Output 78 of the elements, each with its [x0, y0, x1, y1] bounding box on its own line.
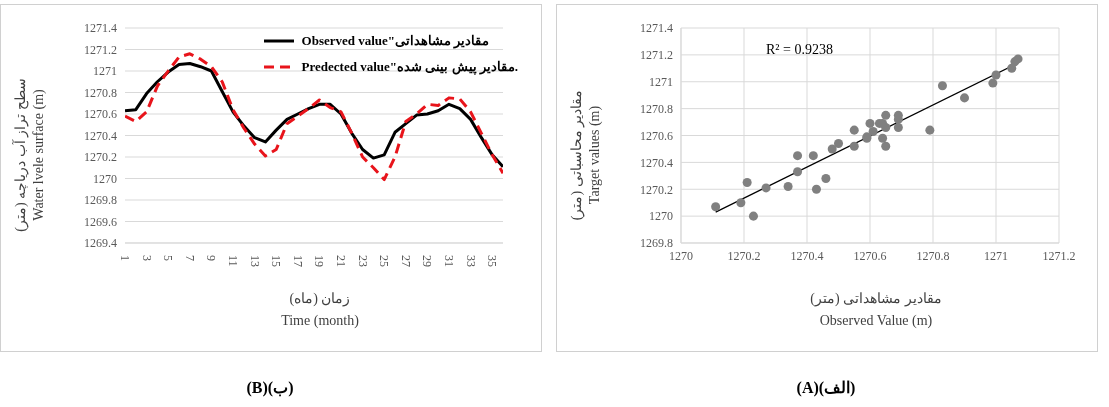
point [881, 141, 891, 151]
x-tick-label: 3 [139, 255, 154, 261]
y-tick-label: 1270 [649, 209, 673, 224]
point [783, 182, 793, 192]
x-tick-label: 5 [161, 255, 176, 261]
x-tick-label: 1270.4 [790, 248, 824, 263]
legend-label: Observed value"مقادیر مشاهداتی [301, 32, 490, 51]
y-tick-label: 1271.4 [84, 21, 117, 36]
y-tick-label: 1269.8 [640, 236, 673, 251]
point [761, 183, 771, 193]
x-tick-label: 1270.6 [853, 248, 887, 263]
x-tick-label: 19 [312, 255, 327, 267]
x-tick-label: 1270.8 [916, 248, 950, 263]
point [736, 198, 746, 208]
point [893, 122, 903, 132]
point [925, 125, 935, 135]
y-tick-label: 1270 [93, 171, 117, 186]
x-tick-label: 1271.2 [1042, 248, 1076, 263]
x-tick-label: 1270.2 [727, 248, 761, 263]
y-tick-label: 1269.8 [84, 193, 117, 208]
point [881, 122, 891, 132]
x-tick-label: 27 [398, 255, 413, 267]
x-tick-label: 15 [269, 255, 284, 267]
point [849, 125, 859, 135]
point [793, 151, 803, 161]
x-tick-label: 23 [355, 255, 370, 267]
point [811, 184, 821, 194]
x-tick-label: 9 [204, 255, 219, 261]
x-tick-label: 13 [247, 255, 262, 267]
y-tick-label: 1270.8 [640, 101, 673, 116]
point [748, 211, 758, 221]
y-tick-label: 1271.2 [84, 42, 117, 57]
point [833, 139, 844, 149]
point [878, 133, 888, 143]
x-tick-label: 35 [485, 255, 500, 267]
y-tick-label: 1270.4 [84, 128, 117, 143]
y-tick-label: 1271 [649, 75, 673, 90]
y-tick-label: 1271.4 [640, 21, 673, 36]
legend-label: Predected value"مقادیر پیش بینی شده. [301, 58, 518, 77]
point [711, 202, 721, 212]
x-tick-label: 29 [420, 255, 435, 267]
y-tick-label: 1270.2 [640, 182, 673, 197]
point [881, 110, 891, 120]
point [821, 173, 831, 184]
y-tick-label: 1271 [93, 64, 117, 79]
x-tick-label: 1271 [984, 248, 1008, 263]
y-tick-label: 1270.2 [84, 150, 117, 165]
point [988, 78, 998, 88]
text: (A)(الف) [795, 378, 857, 397]
point [937, 81, 947, 91]
point [959, 93, 970, 103]
y-tick-label: 1269.4 [84, 236, 117, 251]
x-tick-label: 21 [334, 255, 348, 267]
x-tick-label: 31 [442, 255, 456, 267]
x-tick-label: 33 [463, 255, 478, 267]
point [808, 151, 818, 161]
y-tick-label: 1270.4 [640, 155, 673, 170]
y-tick-label: 1269.6 [84, 214, 117, 229]
y-tick-label: 1270.8 [84, 85, 117, 100]
point [742, 178, 752, 188]
text: (B)(ب) [245, 378, 295, 397]
x-tick-label: 11 [226, 255, 240, 267]
point [827, 144, 837, 154]
point [1007, 63, 1017, 73]
x-tick-label: 1270 [669, 248, 693, 263]
point [991, 70, 1001, 80]
point [865, 118, 875, 128]
point [868, 126, 878, 136]
x-tick-label: 1 [118, 255, 132, 261]
x-tick-label: 17 [290, 255, 305, 267]
x-tick-label: 25 [377, 255, 392, 267]
y-tick-label: 1271.2 [640, 48, 673, 63]
annotation: R² = 0.9238 [766, 42, 833, 58]
x-tick-label: 7 [182, 255, 197, 261]
point [793, 167, 803, 177]
y-tick-label: 1270.6 [84, 107, 117, 122]
y-tick-label: 1270.6 [640, 128, 673, 143]
point [849, 141, 859, 151]
